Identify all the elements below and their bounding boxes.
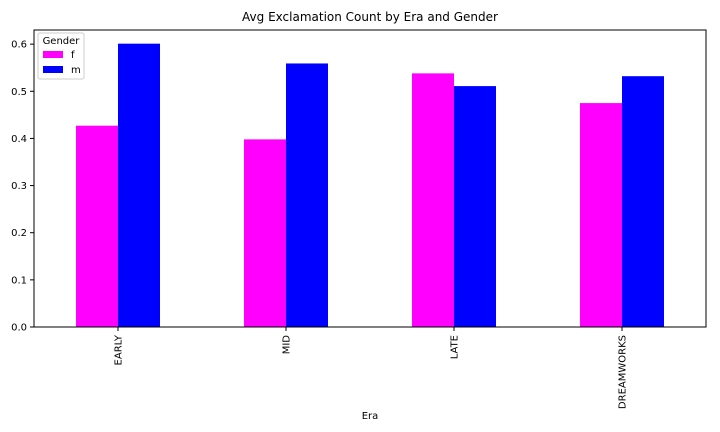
bar-f-early (76, 125, 118, 327)
chart-title: Avg Exclamation Count by Era and Gender (242, 10, 498, 24)
legend-label-f: f (71, 50, 75, 61)
y-tick-label: 0.2 (11, 228, 27, 239)
legend-entries: fm (43, 50, 81, 76)
y-tick-label: 0.1 (11, 275, 27, 286)
bars-layer (76, 43, 664, 328)
x-tick-label-late: LATE (450, 335, 461, 359)
x-axis-label: Era (362, 411, 379, 422)
x-axis: EARLY MID LATE DREAMWORKS (114, 327, 629, 409)
legend-title: Gender (43, 36, 81, 47)
bar-f-dreamworks (580, 103, 622, 327)
x-tick-label-dreamworks: DREAMWORKS (618, 335, 629, 409)
bar-m-mid (286, 63, 328, 327)
legend-swatch-f (43, 51, 63, 58)
plot-frame (33, 29, 707, 328)
legend-swatch-m (43, 66, 63, 73)
y-tick-label: 0.0 (11, 323, 27, 334)
y-tick-label: 0.5 (11, 87, 27, 98)
x-tick-label-mid: MID (282, 335, 293, 355)
y-tick-label: 0.4 (11, 134, 27, 145)
bar-m-early (118, 43, 160, 328)
legend: Gender fm (37, 32, 85, 80)
bar-m-late (454, 86, 496, 327)
x-tick-label-early: EARLY (114, 334, 125, 365)
y-axis: 0.0 0.1 0.2 0.3 0.4 0.5 0.6 (11, 40, 34, 334)
y-tick-label: 0.3 (11, 181, 27, 192)
y-tick-label: 0.6 (11, 40, 27, 51)
bar-f-late (412, 73, 454, 327)
bar-f-mid (244, 139, 286, 327)
bar-m-dreamworks (622, 76, 664, 327)
legend-label-m: m (71, 65, 81, 76)
